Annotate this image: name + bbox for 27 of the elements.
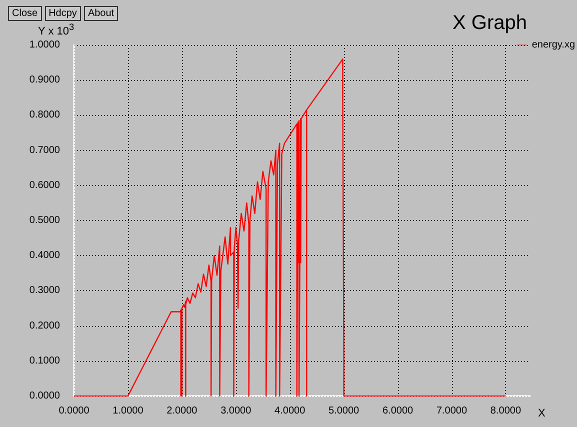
x-tick-label: 5.0000 [328,406,360,416]
y-tick-label: 0.1000 [29,355,60,366]
x-tick-label: 1.0000 [112,406,144,416]
button: Hdcpy [44,6,81,21]
x-tick-label: 7.0000 [436,406,468,416]
y-tick-label: 0.9000 [29,74,60,86]
y-tick-label: 0.5000 [29,215,60,226]
y-tick-label: 0.3000 [29,285,60,296]
y-tick-label: 1.0000 [29,40,60,50]
button: Close [8,6,42,21]
y-tick-label: 0.2000 [29,320,60,332]
y-tick-label: 0.6000 [29,180,60,191]
x-tick-label: 8.0000 [490,406,522,416]
legend-label: energy.xg [532,40,576,50]
y-tick-label: 0.0000 [29,390,60,402]
x-tick-label: 0.0000 [58,406,90,416]
button: About [84,6,118,21]
y-tick-label: 0.8000 [29,110,60,121]
x-axis-title: X [538,408,546,420]
chart-title: X Graph [452,12,527,34]
x-tick-label: 3.0000 [220,406,252,416]
y-tick-label: 0.7000 [29,144,60,156]
x-tick-label: 6.0000 [382,406,414,416]
y-tick-label: 0.4000 [29,250,60,262]
y-axis-title: Y x 10$^{3}$ [38,22,74,38]
x-tick-label: 2.0000 [166,406,198,416]
x-tick-label: 4.0000 [274,406,306,416]
